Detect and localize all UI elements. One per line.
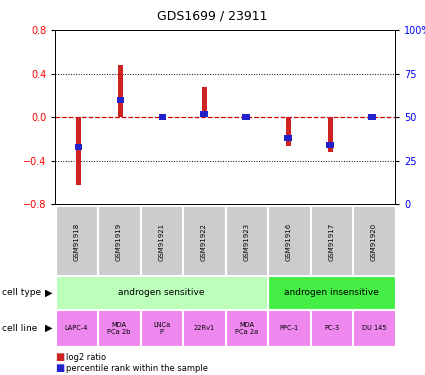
Text: PPC-1: PPC-1 <box>280 325 298 331</box>
Bar <box>116 97 124 103</box>
Text: GSM91922: GSM91922 <box>201 223 207 261</box>
Text: MDA
PCa 2a: MDA PCa 2a <box>235 322 258 334</box>
Bar <box>159 114 166 120</box>
Text: GSM91921: GSM91921 <box>159 223 164 261</box>
Bar <box>242 114 250 120</box>
Bar <box>74 144 82 150</box>
Bar <box>76 117 81 185</box>
Text: GSM91917: GSM91917 <box>329 223 334 261</box>
Text: GSM91918: GSM91918 <box>74 223 79 261</box>
Bar <box>118 65 123 117</box>
Bar <box>284 135 292 141</box>
Text: GSM91923: GSM91923 <box>244 223 249 261</box>
Text: log2 ratio: log2 ratio <box>66 352 106 362</box>
Text: MDA
PCa 2b: MDA PCa 2b <box>107 322 131 334</box>
Text: cell type: cell type <box>2 288 41 297</box>
Text: GSM91916: GSM91916 <box>286 223 292 261</box>
Bar <box>286 117 291 146</box>
Bar <box>202 87 207 117</box>
Text: GSM91920: GSM91920 <box>371 223 377 261</box>
Text: androgen insensitive: androgen insensitive <box>284 288 379 297</box>
Text: ▶: ▶ <box>45 323 53 333</box>
Bar <box>326 142 334 148</box>
Bar <box>201 111 208 117</box>
Bar <box>328 117 333 152</box>
Text: ■: ■ <box>55 363 65 373</box>
Text: percentile rank within the sample: percentile rank within the sample <box>66 364 208 373</box>
Text: GDS1699 / 23911: GDS1699 / 23911 <box>157 9 268 22</box>
Text: LAPC-4: LAPC-4 <box>65 325 88 331</box>
Bar <box>368 114 376 120</box>
Text: DU 145: DU 145 <box>362 325 386 331</box>
Text: GSM91919: GSM91919 <box>116 223 122 261</box>
Text: androgen sensitive: androgen sensitive <box>118 288 205 297</box>
Text: 22Rv1: 22Rv1 <box>193 325 215 331</box>
Text: ▶: ▶ <box>45 288 53 297</box>
Text: PC-3: PC-3 <box>324 325 339 331</box>
Text: cell line: cell line <box>2 324 37 333</box>
Text: LNCa
P: LNCa P <box>153 322 170 334</box>
Text: ■: ■ <box>55 352 65 362</box>
